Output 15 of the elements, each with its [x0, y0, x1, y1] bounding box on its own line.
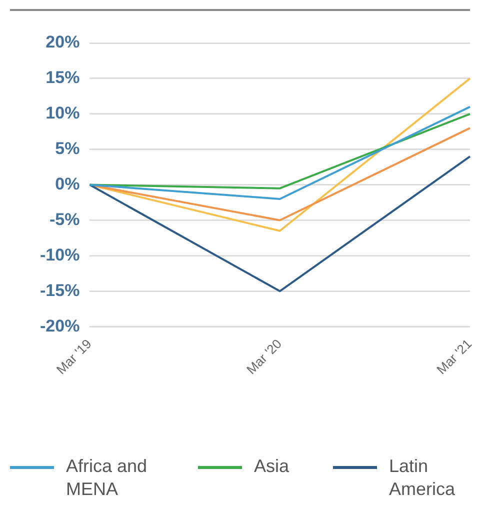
legend-label: Asia [254, 455, 290, 478]
y-tick-label: -20% [40, 316, 80, 336]
x-tick-label: Mar '21 [434, 336, 475, 378]
legend-label: Africa and MENA [66, 455, 148, 501]
y-tick-label: 5% [55, 139, 80, 158]
y-tick-label: 20% [46, 32, 80, 52]
y-tick-label: 0% [55, 174, 80, 194]
y-tick-label: -15% [40, 280, 80, 300]
y-tick-label: -5% [49, 210, 80, 229]
y-tick-label: 15% [46, 68, 80, 88]
y-tick-label: 10% [46, 104, 80, 123]
y-tick-label: -10% [40, 245, 80, 264]
legend-label: Latin America [389, 455, 456, 501]
x-tick-label: Mar '20 [244, 336, 284, 378]
x-tick-label: Mar '19 [53, 336, 94, 378]
